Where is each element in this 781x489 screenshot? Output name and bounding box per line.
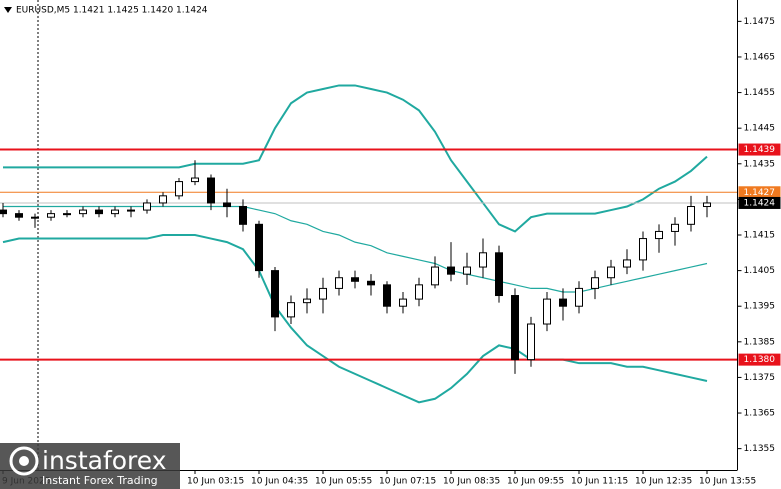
candle-body	[447, 266, 455, 275]
watermark-brand: instaforex	[42, 446, 167, 475]
candle-body	[127, 209, 135, 212]
candle-body	[143, 202, 151, 211]
band-upper	[3, 84, 708, 233]
level-label: 1.1439	[744, 145, 776, 155]
candle-body	[351, 277, 359, 282]
watermark-logo-dot	[19, 456, 29, 466]
y-tick-label: 1.1415	[744, 231, 776, 241]
watermark-logo	[9, 446, 39, 476]
candle-body	[175, 181, 183, 197]
y-tick-label: 1.1405	[744, 266, 776, 276]
candle-body	[303, 298, 311, 304]
candle-body	[671, 223, 679, 232]
candle-body	[111, 209, 119, 215]
candle-body	[63, 213, 71, 216]
x-tick-label: 10 Jun 11:15	[571, 477, 628, 487]
candle-body	[399, 298, 407, 307]
candle-body	[511, 295, 519, 361]
candle-body	[655, 230, 663, 240]
candle-body	[159, 195, 167, 204]
plot-area	[0, 84, 738, 404]
axes: 1.14751.14651.14551.14451.14351.14251.14…	[2, 17, 781, 487]
y-tick-label: 1.1375	[744, 373, 776, 383]
candle-body	[479, 252, 487, 268]
level-box	[738, 196, 781, 209]
candle-body	[207, 177, 215, 204]
y-tick-label: 1.1385	[744, 337, 776, 347]
candle-body	[623, 259, 631, 268]
y-tick-label: 1.1435	[744, 159, 776, 169]
candle-body	[687, 206, 695, 225]
x-tick-label: 10 Jun 13:55	[699, 477, 756, 487]
x-tick-label: 10 Jun 04:35	[251, 477, 308, 487]
level-box	[738, 186, 781, 199]
candle-body	[383, 284, 391, 307]
x-tick-label: 10 Jun 07:15	[379, 477, 436, 487]
y-tick-label: 1.1465	[744, 52, 776, 62]
candle-body	[703, 202, 711, 208]
candle-body	[31, 216, 39, 219]
candle-body	[639, 238, 647, 261]
level-label: 1.1424	[744, 198, 776, 208]
candle-body	[15, 213, 23, 218]
x-tick-label: 10 Jun 05:55	[315, 477, 372, 487]
candle-body	[495, 252, 503, 297]
y-tick-label: 1.1355	[744, 444, 776, 454]
x-tick-label: 10 Jun 08:35	[443, 477, 500, 487]
chart-title: EURUSD,M5 1.1421 1.1425 1.1420 1.1424	[16, 6, 208, 16]
level-label: 1.1380	[744, 355, 776, 365]
candle-body	[607, 266, 615, 279]
level-box	[738, 143, 781, 156]
candle-body	[575, 287, 583, 307]
candle-body	[367, 280, 375, 286]
candle-body	[0, 209, 7, 215]
candle-body	[271, 270, 279, 318]
y-tick-label: 1.1445	[744, 124, 776, 134]
level-label: 1.1427	[744, 188, 776, 198]
candle-body	[543, 298, 551, 325]
level-box	[738, 353, 781, 366]
menu-arrow	[4, 7, 12, 13]
x-tick-label: 10 Jun 03:15	[187, 477, 244, 487]
candle-body	[79, 209, 87, 215]
x-tick-label: 10 Jun 12:35	[635, 477, 692, 487]
watermark: instaforex Instant Forex Trading	[0, 443, 180, 489]
candle-body	[223, 202, 231, 208]
y-tick-label: 1.1395	[744, 302, 776, 312]
candle-body	[191, 177, 199, 183]
candle-body	[287, 302, 295, 318]
candle-body	[463, 266, 471, 275]
candle-body	[239, 206, 247, 225]
candle-body	[319, 287, 327, 300]
candle-body	[591, 277, 599, 289]
candle-body	[431, 266, 439, 286]
x-tick-label: 10 Jun 09:55	[507, 477, 564, 487]
y-tick-label: 1.1455	[744, 88, 776, 98]
y-tick-label: 1.1475	[744, 17, 776, 27]
candle-body	[95, 209, 103, 215]
candle-body	[415, 284, 423, 300]
band-middle	[3, 205, 708, 293]
band-lower	[2, 234, 708, 404]
candle-body	[255, 223, 263, 272]
candle-body	[559, 298, 567, 307]
y-tick-label: 1.1365	[744, 409, 776, 419]
candle-body	[47, 213, 55, 218]
candle-body	[527, 323, 535, 361]
watermark-tagline: Instant Forex Trading	[42, 474, 158, 487]
candle-body	[335, 277, 343, 289]
